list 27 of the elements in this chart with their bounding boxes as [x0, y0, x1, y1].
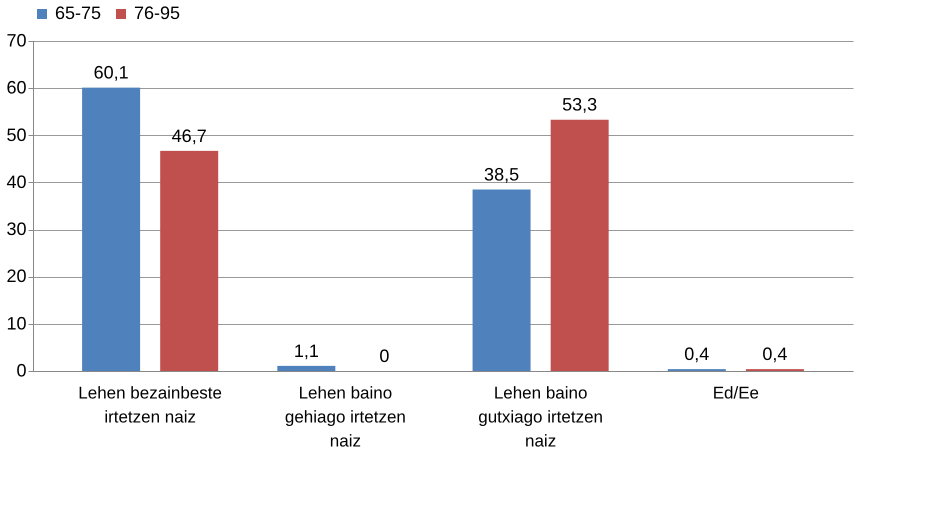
text: 38,5: [484, 164, 520, 184]
x-tick-label: Lehen baino gehiago irtetzen naiz: [284, 384, 406, 450]
y-tick-label: 60: [6, 78, 26, 98]
text: 1,1: [294, 340, 319, 361]
bar: [160, 150, 218, 371]
y-tick-label: 50: [6, 124, 26, 145]
bar: [277, 366, 336, 371]
y-tick-label: 20: [6, 266, 26, 286]
x-tick-label: Ed/Ee: [712, 384, 760, 402]
text: 53,3: [562, 94, 598, 115]
text: 46,7: [172, 126, 207, 146]
bar: [472, 190, 531, 371]
text: 0,4: [684, 344, 710, 364]
y-tick-label: 40: [6, 172, 26, 192]
text: 0,4: [762, 344, 788, 364]
bar: [550, 120, 609, 371]
y-tick-label: 70: [6, 30, 26, 50]
text: 0: [379, 346, 390, 366]
y-tick-label: 30: [6, 219, 26, 240]
y-tick-label: 0: [16, 360, 26, 380]
text: 60,1: [94, 62, 129, 83]
legend-label: 76-95: [134, 3, 180, 23]
bar: [82, 88, 140, 371]
x-tick-label: Lehen bezainbeste irtetzen naiz: [78, 384, 222, 426]
legend-label: 65-75: [55, 3, 102, 23]
y-tick-label: 10: [6, 313, 26, 334]
x-tick-label: Lehen baino gutxiago irtetzen naiz: [478, 384, 603, 450]
